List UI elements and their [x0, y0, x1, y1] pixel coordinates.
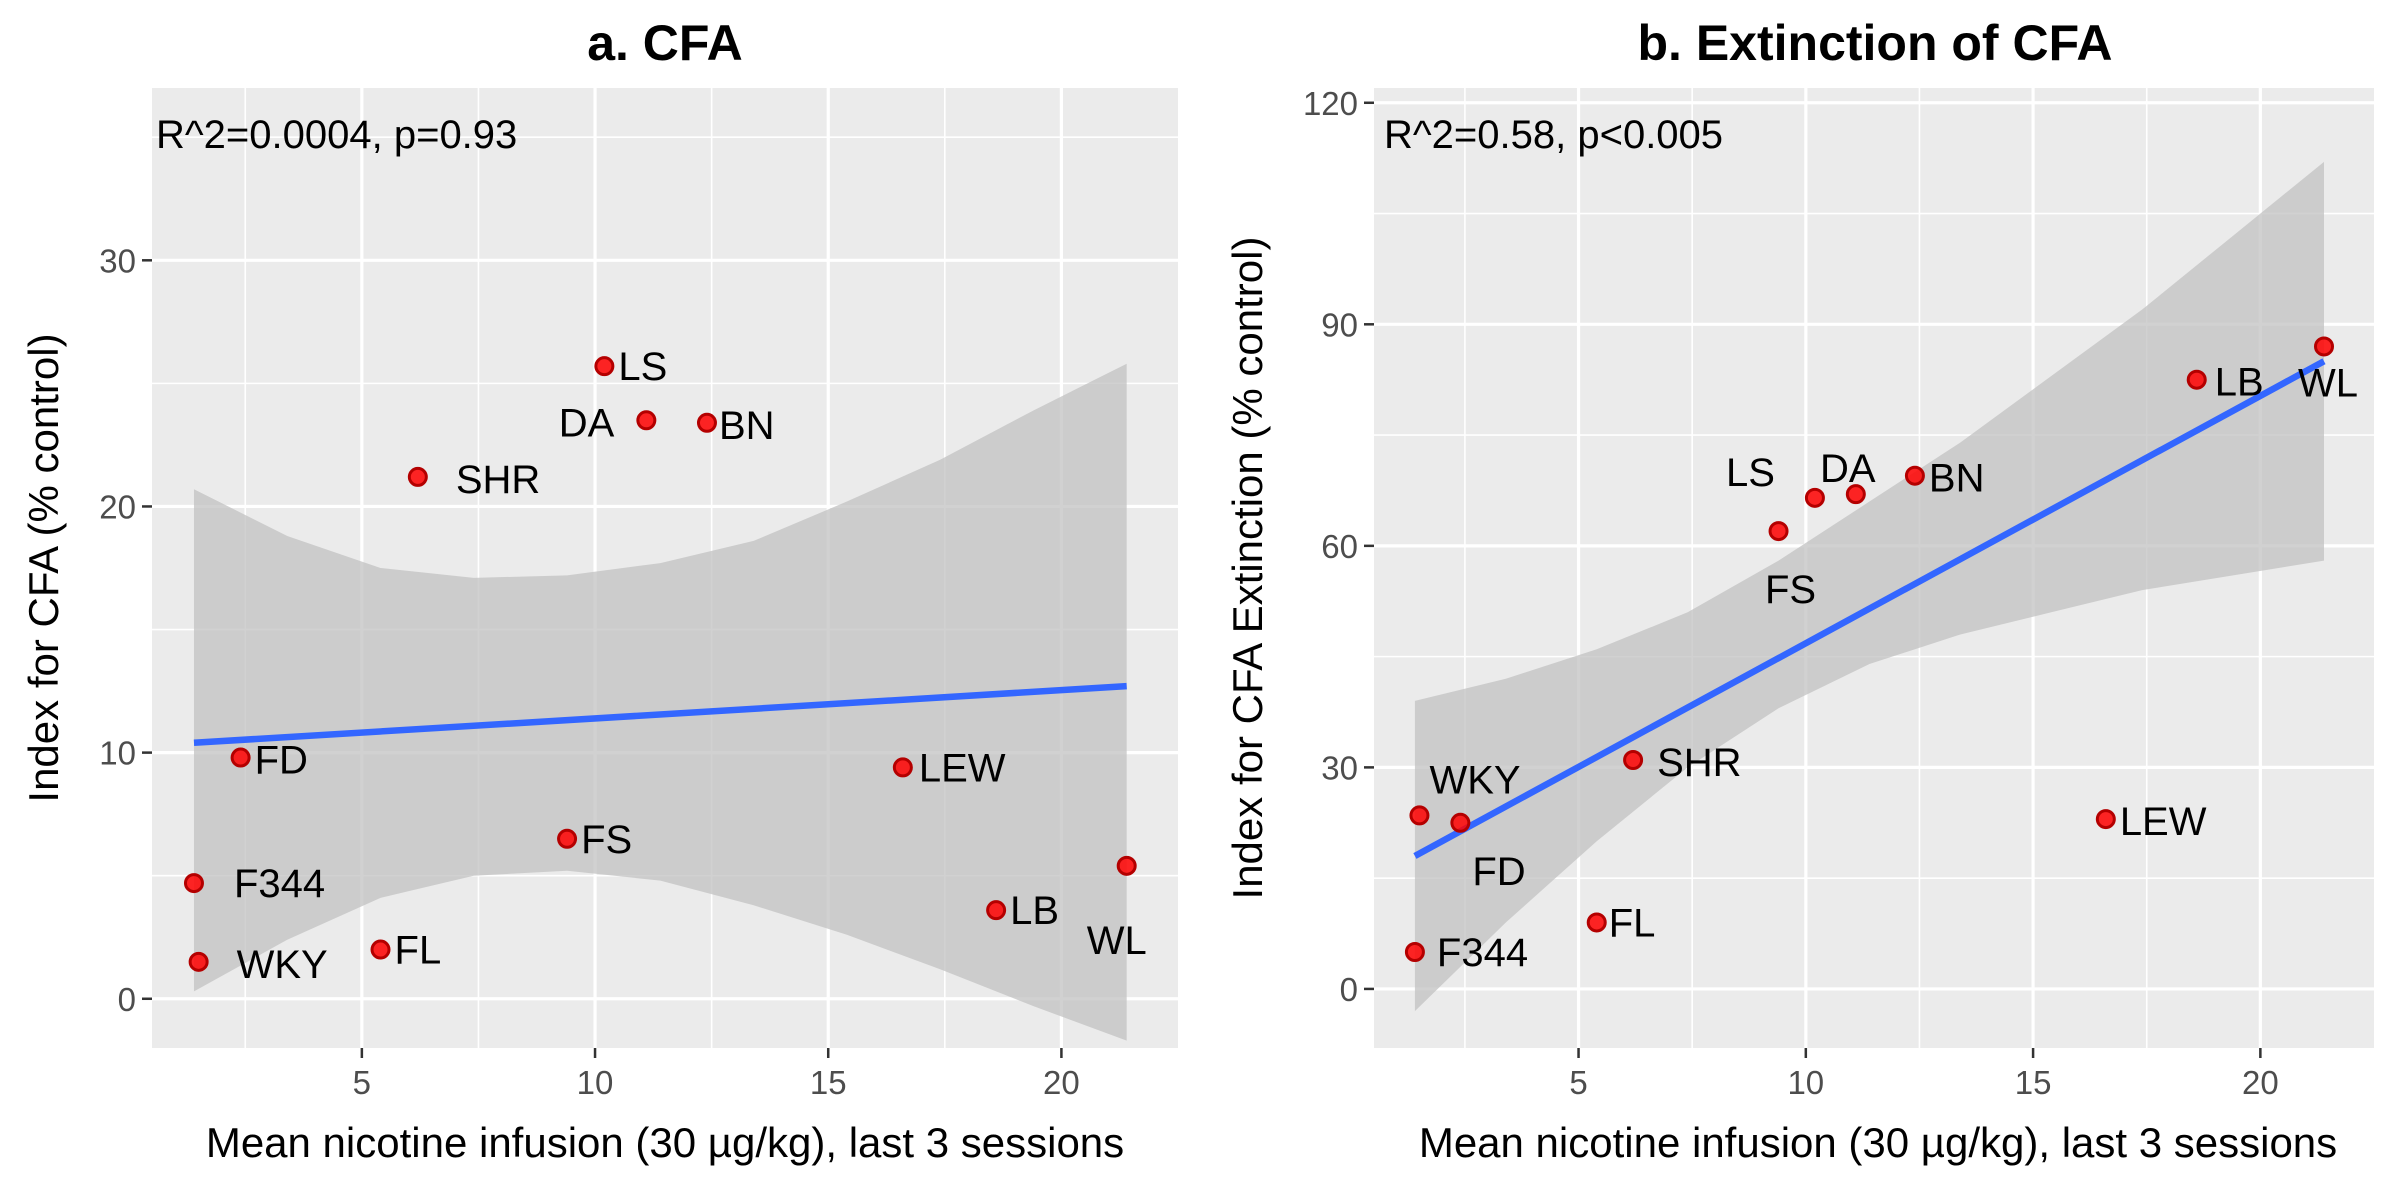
point-label-shr: SHR [456, 458, 540, 502]
point-label-f344: F344 [1437, 931, 1528, 975]
panel-a-regression-line [193, 682, 1127, 747]
data-point-fd [230, 747, 251, 768]
data-point-da [636, 410, 657, 431]
point-label-fl: FL [1609, 901, 1656, 945]
y-tick-label: 10 [99, 735, 136, 772]
panel-b-data-points [1404, 336, 2334, 962]
data-point-fs [1768, 521, 1789, 542]
x-tick-label: 15 [2015, 1064, 2052, 1101]
point-label-ls: LS [618, 345, 667, 389]
panel-a-y-axis-title: Index for CFA (% control) [20, 333, 67, 802]
point-label-fs: FS [581, 818, 632, 862]
panel-a-x-axis-title: Mean nicotine infusion (30 µg/kg), last … [206, 1119, 1124, 1166]
point-label-fl: FL [395, 929, 442, 973]
data-point-wl [2314, 336, 2334, 357]
data-point-shr [1623, 750, 1644, 770]
x-tick-label: 10 [1787, 1064, 1824, 1101]
data-point-shr [407, 466, 428, 487]
data-point-da [1845, 484, 1866, 505]
y-tick-label: 20 [99, 488, 136, 525]
y-tick-label: 90 [1321, 306, 1358, 343]
point-label-da: DA [1820, 447, 1876, 491]
data-point-lew [892, 757, 913, 778]
point-label-fd: FD [255, 739, 308, 783]
panel-a-confidence-band [193, 363, 1127, 1041]
x-tick-label: 10 [577, 1064, 614, 1101]
panel-a-y-axis: 0 10 20 30 [99, 242, 152, 1018]
regression-line [193, 682, 1127, 747]
panel-b-confidence-band [1414, 161, 2324, 1012]
data-point-fl [370, 939, 391, 960]
panel-a-stats-annotation: R^2=0.0004, p=0.93 [156, 113, 517, 157]
point-label-wl: WL [2298, 361, 2358, 405]
regression-line [1413, 358, 2326, 859]
x-tick-label: 5 [1569, 1064, 1587, 1101]
point-label-da: DA [559, 401, 615, 445]
point-label-lb: LB [1010, 889, 1059, 933]
panel-b-y-axis: 0 30 60 90 120 [1303, 85, 1374, 1008]
data-point-fl [1586, 912, 1607, 933]
y-tick-label: 0 [118, 981, 136, 1018]
data-point-lb [986, 900, 1007, 921]
data-point-fd [1450, 812, 1471, 833]
point-label-fd: FD [1472, 850, 1525, 894]
y-tick-label: 120 [1303, 85, 1358, 122]
panel-b-point-labels: WL LB BN DA LS FS SHR WKY FD LEW FL F344 [1429, 361, 2358, 975]
data-point-ls [1804, 487, 1825, 508]
panel-b-title: b. Extinction of CFA [1638, 15, 2113, 71]
point-label-wky: WKY [237, 943, 328, 987]
x-tick-label: 20 [2242, 1064, 2279, 1101]
panel-a-title: a. CFA [587, 15, 743, 71]
y-tick-label: 30 [1321, 749, 1358, 786]
data-point-bn [696, 412, 717, 433]
data-point-wky [1409, 805, 1430, 826]
data-point-ls [594, 356, 615, 377]
panel-b-stats-annotation: R^2=0.58, p<0.005 [1384, 113, 1723, 157]
point-label-shr: SHR [1657, 741, 1741, 785]
data-point-f344 [183, 873, 204, 894]
point-label-lb: LB [2215, 361, 2264, 405]
panel-b-extinction-of-cfa: b. Extinction of CFA WL LB BN DA LS FS SHR WKY F… [1224, 15, 2374, 1166]
y-tick-label: 0 [1340, 971, 1358, 1008]
x-tick-label: 20 [1043, 1064, 1080, 1101]
panel-a-data-points [183, 356, 1137, 972]
data-point-wky [188, 951, 209, 972]
panel-b-y-axis-title: Index for CFA Extinction (% control) [1224, 237, 1271, 900]
panel-b-x-axis: 5 10 15 20 [1569, 1048, 2279, 1101]
x-tick-label: 15 [810, 1064, 847, 1101]
data-point-f344 [1404, 942, 1425, 962]
data-point-lew [2095, 809, 2116, 830]
panel-b-x-axis-title: Mean nicotine infusion (30 µg/kg), last … [1419, 1119, 2337, 1166]
point-label-wl: WL [1087, 919, 1147, 963]
y-tick-label: 30 [99, 242, 136, 279]
x-tick-label: 5 [353, 1064, 371, 1101]
confidence-band-area [193, 363, 1127, 1041]
point-label-bn: BN [719, 404, 775, 448]
point-label-fs: FS [1765, 568, 1816, 612]
point-label-ls: LS [1726, 451, 1775, 495]
y-tick-label: 60 [1321, 528, 1358, 565]
point-label-bn: BN [1929, 457, 1985, 501]
point-label-lew: LEW [919, 746, 1006, 790]
point-label-f344: F344 [234, 862, 325, 906]
data-point-fs [557, 828, 578, 849]
data-point-wl [1116, 855, 1137, 876]
panel-b-regression-line [1413, 358, 2326, 859]
confidence-band-area [1414, 161, 2324, 1012]
panel-a-x-axis: 5 10 15 20 [353, 1048, 1080, 1101]
data-point-lb [2186, 369, 2207, 390]
point-label-wky: WKY [1429, 758, 1520, 802]
point-label-lew: LEW [2120, 800, 2207, 844]
data-point-bn [1904, 465, 1925, 486]
